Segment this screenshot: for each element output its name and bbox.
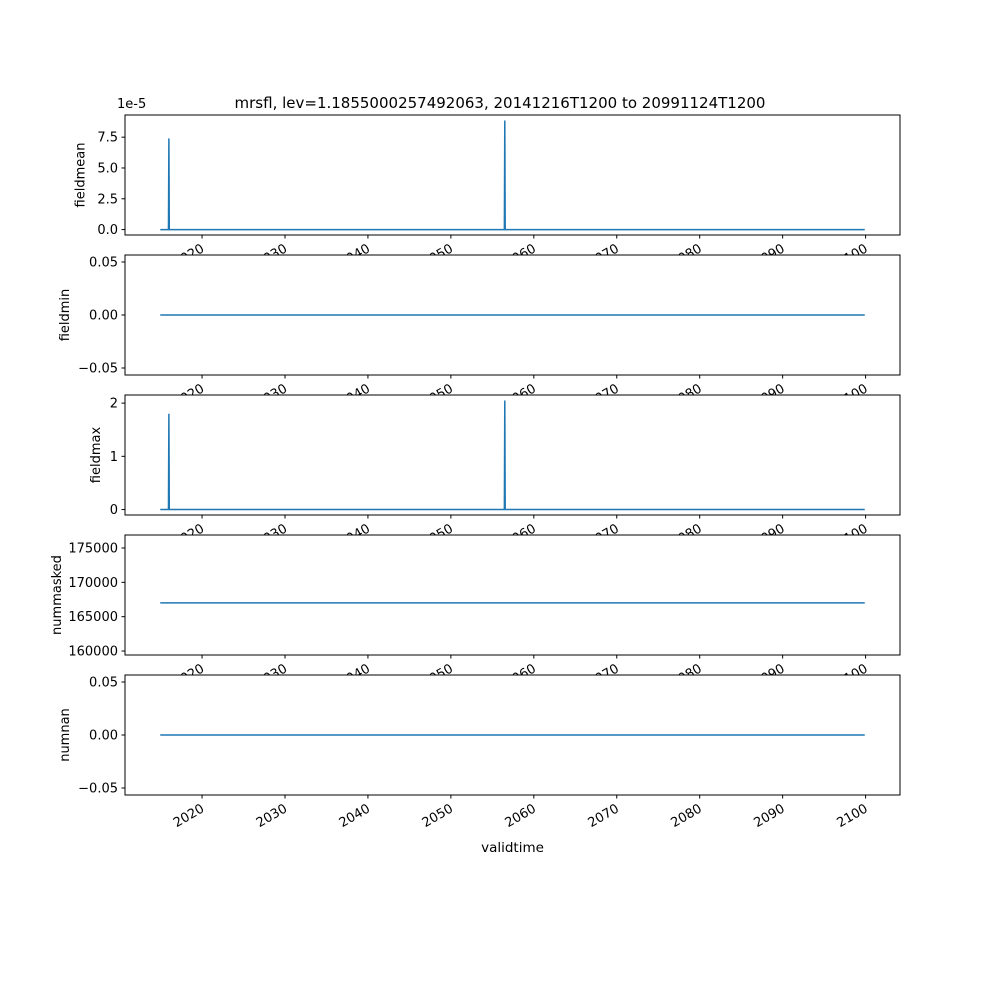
- y-tick-label: 160000: [68, 645, 118, 660]
- y-axis-label: numnan: [58, 708, 73, 762]
- x-axis-label: validtime: [481, 840, 544, 856]
- y-tick-label: 0.00: [89, 309, 118, 324]
- axes-background: [125, 115, 900, 235]
- axis-offset-text: 1e-5: [117, 97, 146, 112]
- y-tick-label: 1: [110, 450, 118, 465]
- x-tick-label: 2070: [586, 801, 622, 831]
- y-tick-label: −0.05: [78, 782, 118, 797]
- y-tick-label: 7.5: [97, 131, 118, 146]
- y-axis-label: fieldmax: [89, 427, 104, 484]
- x-tick-label: 2020: [171, 801, 207, 831]
- y-tick-label: 175000: [68, 541, 118, 556]
- y-tick-label: 165000: [68, 610, 118, 625]
- y-tick-label: 0.05: [89, 675, 118, 690]
- x-tick-label: 2060: [503, 801, 539, 831]
- y-tick-label: 0: [110, 503, 118, 518]
- axes-frame: [124, 534, 901, 656]
- y-tick-label: 2: [110, 397, 118, 412]
- y-tick-label: 0.00: [89, 729, 118, 744]
- y-tick-label: −0.05: [78, 362, 118, 377]
- axes-background: [125, 535, 900, 655]
- figure-title: mrsfl, lev=1.1855000257492063, 20141216T…: [234, 94, 766, 112]
- y-tick-label: 0.0: [97, 223, 118, 238]
- x-tick-label: 2080: [669, 801, 705, 831]
- axes-background: [125, 395, 900, 515]
- y-tick-label: 5.0: [97, 161, 118, 176]
- x-tick-label: 2030: [254, 801, 290, 831]
- series-line-fieldmean: [160, 120, 865, 231]
- series-line-fieldmax: [160, 400, 865, 511]
- x-tick-label: 2100: [834, 801, 870, 831]
- y-axis-label: nummasked: [50, 555, 65, 635]
- axes-frame: [124, 394, 901, 516]
- y-axis-label: fieldmean: [74, 143, 89, 208]
- x-tick-label: 2040: [337, 801, 373, 831]
- y-tick-label: 2.5: [97, 192, 118, 207]
- y-tick-label: 170000: [68, 576, 118, 591]
- y-axis-label: fieldmin: [58, 289, 73, 342]
- y-tick-label: 0.05: [89, 255, 118, 270]
- axes-frame: [124, 114, 901, 236]
- x-tick-label: 2090: [751, 801, 787, 831]
- x-tick-label: 2050: [420, 801, 456, 831]
